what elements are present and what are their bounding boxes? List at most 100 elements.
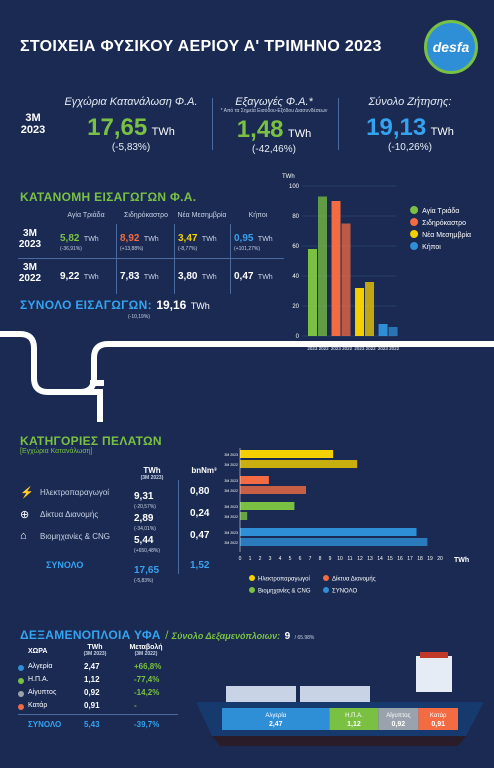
ship-segment-2 [329,708,379,730]
total-change: (-10,19%) [128,314,150,320]
x-tick-label: 2023 2022 [307,346,329,351]
ship-value: 0,92 [392,721,406,728]
page-title: ΣΤΟΙΧΕΙΑ ΦΥΣΙΚΟΥ ΑΕΡΙΟΥ Α' ΤΡΙΜΗΝΟ 2023 [20,38,382,55]
x-tick-label: 2 [259,556,262,562]
x-tick-label: 2023 2022 [354,346,376,351]
bar-3-2023 [355,288,365,336]
kpi-footnote: * Από τα Σημεία Εισόδου-Εξόδου Διασυνδέσ… [220,108,328,114]
unit: TWh [143,236,159,243]
divider [174,224,175,294]
hbar-1-2022 [240,460,358,468]
divider [212,98,213,150]
country-dot [18,691,24,697]
import-value: 8,92 [120,233,140,244]
twh-value: 2,89 [134,513,154,524]
x-tick-label: 17 [407,556,413,562]
import-cell: 0,95 TWh (+101,27%) [234,228,273,252]
x-tick-label: 1 [249,556,252,562]
network-icon: ⊕ [20,509,30,521]
twh-value: 5,44 [134,535,154,546]
country-name: Η.Π.Α. [28,676,49,683]
col-header: ΧΩΡΑ [28,648,48,655]
lng-count-suffix: / 65.98% [294,635,315,641]
bar-4-2023 [378,324,388,336]
ship-deck [300,686,370,704]
ship-deck [226,686,296,704]
col-header-text: TWh [87,644,103,651]
hbar-3-2022 [240,512,248,520]
y-tick-label: 3Μ 2023 [224,453,238,457]
import-cell: 0,47 TWh [234,266,273,284]
total-country: ΣΥΝΟΛΟ [28,720,62,729]
bar-1-2023 [308,249,317,336]
ship-country: Αλγερία [265,713,286,719]
hbar-2-2023 [240,476,269,484]
x-tick-label: 16 [397,556,403,562]
x-tick-label: 8 [319,556,322,562]
import-change: (-36,91%) [60,246,82,252]
ship-bridge [416,656,452,692]
import-change: (+101,27%) [234,246,260,252]
legend-marker [323,575,329,581]
legend-marker [410,218,419,226]
x-tick-label: 18 [417,556,423,562]
y-tick-label: 3Μ 2022 [224,489,238,493]
legend-label: Νέα Μεσημβρία [422,231,471,239]
pipeline-decoration [0,331,494,422]
twh-value: 0,91 [84,701,100,710]
col-header: bnNm³ [191,466,217,475]
kpi-demand: Σύνολο Ζήτησης: 19,13 TWh (-10,26%) [340,96,480,153]
legend-marker [249,587,255,593]
import-value: 7,83 [120,271,140,282]
divider [178,480,179,574]
hbar-1-2023 [240,450,334,458]
twh-change: (-34,01%) [134,526,156,532]
twh-value: 1,12 [84,675,100,684]
lng-title: ΔΕΞΑΜΕΝΟΠΛΟΙΑ ΥΦΑ [20,628,161,642]
import-value: 3,47 [178,233,198,244]
unit: TWh [201,236,217,243]
bar-1-2022 [318,196,327,336]
country-name: Αλγερία [28,663,53,670]
unit: TWh [83,236,99,243]
divider [338,98,339,150]
total-twh: 5,43 [84,720,100,729]
kpi-unit: TWh [151,126,175,138]
row-bnm: 0,80 [190,486,210,497]
legend-marker [410,206,419,214]
divider [18,258,284,259]
ship-value: 2,47 [269,721,283,728]
import-value: 0,95 [234,233,254,244]
change-value: - [134,701,137,710]
lng-row: Κατάρ 0,91 - [18,701,178,713]
import-change: (+13,88%) [120,246,144,252]
kpi-change: (-10,26%) [388,142,432,153]
row-name: Ηλεκτροπαραγωγοί [40,488,110,497]
import-cell: 3,47 TWh (-8,77%) [178,228,217,252]
hbar-3-2023 [240,502,295,510]
lng-row: Αλγερία 2,47 +66,8% [18,662,178,674]
y-tick-label: 3Μ 2023 [224,505,238,509]
total-value: 19,16 [156,298,187,312]
kpi-label: Εγχώρια Κατανάλωση Φ.Α. [64,96,198,108]
y-tick-label: 3Μ 2022 [224,463,238,467]
row-label-2023: 3Μ 2023 [18,228,42,250]
factory-icon: ⌂ [20,530,27,542]
legend-marker [323,587,329,593]
row-label-2022: 3Μ 2022 [18,262,42,284]
bar-3-2022 [365,282,375,336]
total-name: ΣΥΝΟΛΟ [46,560,84,570]
kpi-value: 17,65 [87,114,148,141]
bar-4-2022 [388,327,398,336]
x-tick-label: 0 [239,556,242,562]
legend-marker [410,230,419,238]
kpi-value: 19,13 [366,114,427,141]
legend-label: Κήποι [422,244,441,251]
customers-table: TWh (3Μ 2023) bnNm³ ⚡ Ηλεκτροπαραγωγοί 9,… [16,466,226,584]
x-axis-label: TWh [454,557,469,564]
twh-change: (-5,83%) [134,578,154,584]
legend-label: Αγία Τριάδα [422,207,459,215]
y-tick-label: 40 [292,274,299,280]
col-header: Νέα Μεσημβρία [177,212,227,219]
row-label: 3Μ [23,262,37,273]
